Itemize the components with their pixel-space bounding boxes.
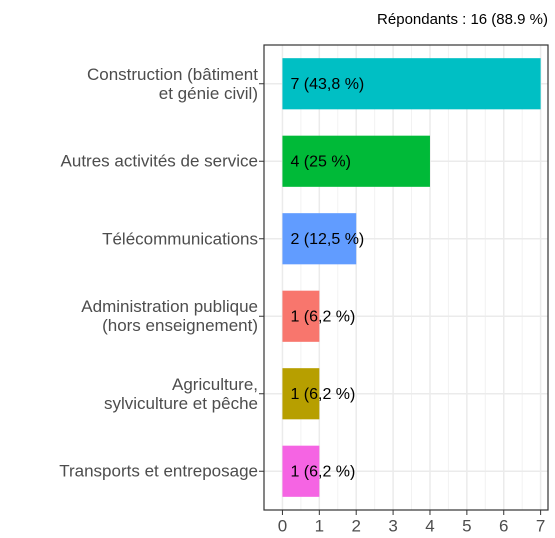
value-label: 2 (12,5 %) (290, 231, 364, 248)
x-tick-label: 4 (425, 516, 434, 535)
bar (282, 368, 320, 420)
bar (282, 58, 541, 110)
x-tick-label: 0 (278, 516, 287, 535)
y-tick-label: Administration publique (hors enseigneme… (81, 297, 258, 336)
value-label: 4 (25 %) (290, 153, 350, 170)
y-tick-label: Construction (bâtiment et génie civil) (86, 64, 258, 103)
value-label: 1 (6,2 %) (290, 386, 355, 403)
subtitle: Répondants : 16 (88.9 %) (377, 11, 548, 28)
y-tick-label: Autres activités de service (60, 151, 258, 171)
value-label: 1 (6,2 %) (290, 463, 355, 480)
y-tick-label: Transports et entreposage (59, 461, 258, 481)
x-tick-label: 5 (462, 516, 471, 535)
y-tick-label: Agriculture, sylviculture et pêche (103, 374, 258, 413)
y-tick-label: Télécommunications (102, 229, 258, 249)
x-tick-label: 1 (315, 516, 324, 535)
bar (282, 135, 430, 187)
x-tick-label: 3 (388, 516, 397, 535)
x-tick-label: 6 (499, 516, 508, 535)
x-tick-label: 7 (536, 516, 545, 535)
panel-border (263, 44, 549, 511)
bar (282, 445, 320, 497)
bar (282, 213, 357, 265)
value-label: 1 (6,2 %) (290, 308, 355, 325)
bar (282, 290, 320, 342)
x-tick-label: 2 (351, 516, 360, 535)
value-label: 7 (43,8 %) (290, 76, 364, 93)
